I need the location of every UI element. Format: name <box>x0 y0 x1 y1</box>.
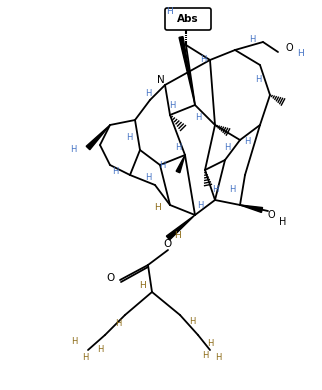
Text: H: H <box>197 200 203 209</box>
Text: O: O <box>107 273 115 283</box>
Text: H: H <box>195 113 201 122</box>
Text: H: H <box>212 186 218 195</box>
Text: H: H <box>200 55 206 64</box>
FancyBboxPatch shape <box>165 8 211 30</box>
Text: H: H <box>155 204 161 213</box>
Text: H: H <box>202 351 208 360</box>
Text: H: H <box>207 339 213 347</box>
Polygon shape <box>86 125 110 150</box>
Text: H: H <box>255 76 261 85</box>
Text: H: H <box>140 280 147 289</box>
Polygon shape <box>176 155 185 173</box>
Text: H: H <box>169 101 175 110</box>
Polygon shape <box>240 205 262 213</box>
Text: H: H <box>298 50 304 58</box>
Text: H: H <box>175 144 181 152</box>
Text: H: H <box>145 174 151 183</box>
Text: H: H <box>70 145 76 154</box>
Text: H: H <box>279 217 287 227</box>
Text: H: H <box>112 167 118 177</box>
Text: O: O <box>267 210 275 220</box>
Text: H: H <box>115 319 121 328</box>
Text: H: H <box>215 353 221 362</box>
Text: Abs: Abs <box>177 14 199 24</box>
Text: H: H <box>249 34 255 44</box>
Polygon shape <box>166 215 195 240</box>
Text: H: H <box>224 144 230 152</box>
Polygon shape <box>179 37 195 105</box>
Text: H: H <box>82 353 88 362</box>
Text: H: H <box>159 161 165 170</box>
Text: O: O <box>285 43 293 53</box>
Text: H: H <box>126 133 132 142</box>
Text: H: H <box>97 346 103 355</box>
Text: H: H <box>244 138 250 147</box>
Text: H: H <box>175 230 181 239</box>
Text: H: H <box>71 337 77 346</box>
Text: H: H <box>166 7 173 16</box>
Text: H: H <box>189 317 195 326</box>
Text: N: N <box>157 75 165 85</box>
Text: O: O <box>164 239 172 249</box>
Text: H: H <box>145 89 151 98</box>
Text: H: H <box>229 186 235 195</box>
